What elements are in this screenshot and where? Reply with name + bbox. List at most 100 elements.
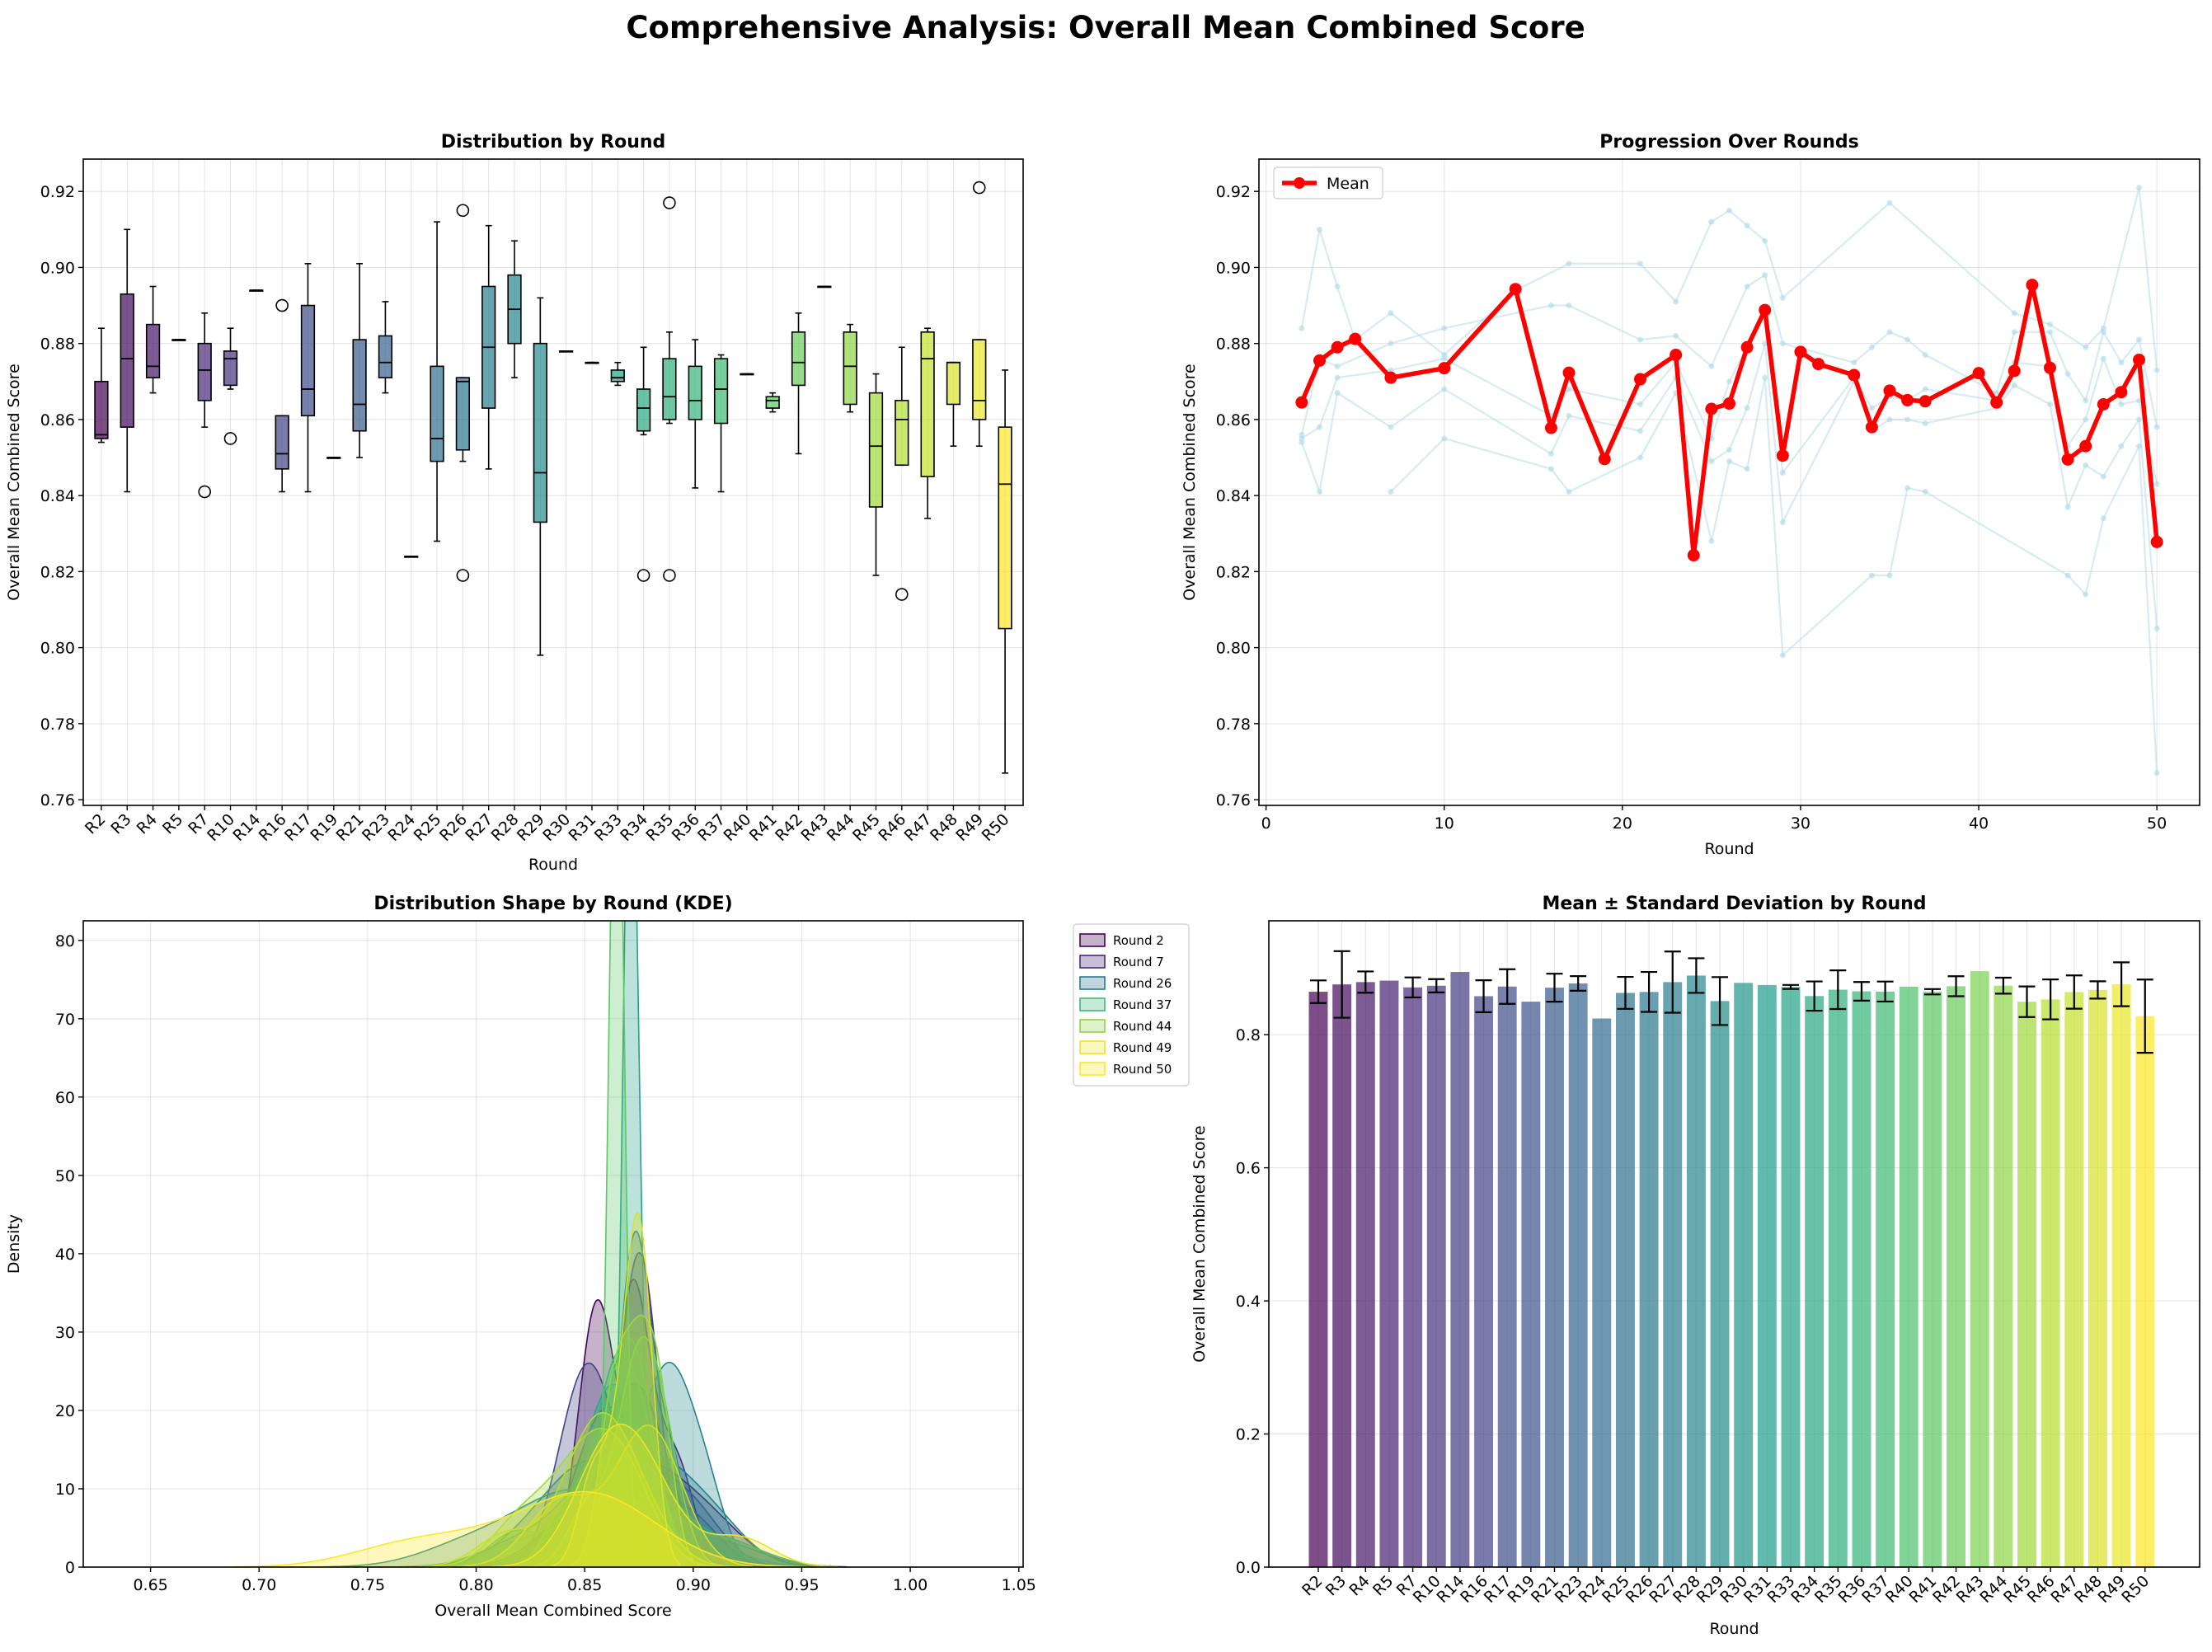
progression-trajectory-point xyxy=(2136,416,2143,423)
barchart-bar-R42 xyxy=(1947,975,1966,1567)
boxplot-outlier xyxy=(198,485,211,499)
progression-trajectory-point xyxy=(2100,329,2106,336)
boxplot-outlier xyxy=(275,298,289,312)
barchart-bar xyxy=(1734,983,1754,1567)
progression-trajectory-point xyxy=(1886,199,1893,206)
progression-mean-point xyxy=(1990,396,2003,409)
barchart-bar xyxy=(2041,999,2060,1567)
boxplot-box-R34 xyxy=(636,346,651,582)
boxplot-box-R25 xyxy=(430,221,444,542)
boxplot-panel: Distribution by Round 0.76 0.78 0.80 0.82 0.8… xyxy=(5,132,1024,874)
progression-mean-point xyxy=(1812,358,1825,371)
progression-trajectory-point xyxy=(1708,458,1715,465)
progression-trajectory-point xyxy=(2153,770,2160,777)
barchart-bar xyxy=(1497,986,1517,1567)
boxplot-outlier xyxy=(636,569,650,582)
progression-trajectory-point xyxy=(1904,416,1911,423)
progression-mean-point xyxy=(1901,393,1914,406)
barchart-bar xyxy=(1781,987,1801,1567)
barchart-xlabel: Round xyxy=(1709,1620,1759,1638)
kde-xtick-label: 0.90 xyxy=(676,1576,711,1594)
boxplot-box-body xyxy=(300,304,316,417)
progression-trajectory-point xyxy=(1726,207,1732,214)
progression-trajectory-point xyxy=(2083,416,2089,423)
barchart-bar-R34 xyxy=(1805,980,1825,1567)
boxplot-box-R17 xyxy=(300,263,316,493)
boxplot-ytick-label: 0.76 xyxy=(40,791,75,810)
barchart-bar-R46 xyxy=(2041,979,2060,1567)
progression-trajectory-point xyxy=(1762,340,1768,347)
progression-trajectory-line xyxy=(1301,306,2158,485)
barchart-bar-R21 xyxy=(1545,973,1564,1567)
progression-trajectory-point xyxy=(1566,303,1572,309)
progression-trajectory-point xyxy=(2118,401,2125,407)
boxplot-box-body xyxy=(197,342,212,401)
kde-ytick-label: 0 xyxy=(65,1559,75,1577)
progression-trajectory-point xyxy=(1744,283,1750,289)
progression-xtick-label: 40 xyxy=(1969,814,1989,833)
barchart-bar-R45 xyxy=(2017,985,2036,1567)
progression-mean-point xyxy=(1509,283,1522,296)
boxplot-xtick-label: R5 xyxy=(159,810,186,838)
boxplot-box-body xyxy=(662,358,677,420)
progression-trajectory-point xyxy=(1708,537,1715,544)
barchart-bar xyxy=(1876,991,1895,1567)
progression-mean-point xyxy=(2115,386,2128,399)
kde-xlabel: Overall Mean Combined Score xyxy=(434,1602,672,1620)
progression-mean-point xyxy=(1598,453,1611,466)
barchart-bar xyxy=(1805,996,1825,1567)
progression-legend-label: Mean xyxy=(1327,175,1369,193)
boxplot-box-R47 xyxy=(920,327,935,519)
progression-mean-point xyxy=(1349,332,1362,345)
kde-xtick-label: 0.75 xyxy=(350,1576,385,1594)
boxplot-box-body xyxy=(843,331,857,406)
kde-curve-R37 xyxy=(505,1337,703,1567)
progression-trajectory-point xyxy=(1779,294,1786,301)
kde-curve-R33 xyxy=(605,921,660,1567)
progression-trajectory-point xyxy=(1762,272,1768,279)
barchart-bar-R48 xyxy=(2088,980,2107,1567)
kde-ytick-label: 20 xyxy=(55,1402,75,1420)
barchart-bar xyxy=(2064,992,2084,1567)
progression-trajectory-point xyxy=(2153,367,2160,373)
boxplot-box-body xyxy=(895,400,909,467)
barchart-bar-R14 xyxy=(1450,972,1470,1567)
boxplot-outlier xyxy=(223,432,237,445)
boxplot-box-R49 xyxy=(972,181,987,447)
barchart-bar-R16 xyxy=(1474,979,1494,1567)
progression-trajectory-point xyxy=(2118,359,2125,366)
barchart-bar xyxy=(1923,992,1942,1567)
boxplot-box-body xyxy=(920,331,935,477)
progression-trajectory-point xyxy=(1922,420,1928,427)
progression-mean-point xyxy=(1776,449,1789,462)
progression-trajectory-point xyxy=(2083,591,2089,598)
progression-trajectory-point xyxy=(1388,340,1394,347)
progression-trajectory-point xyxy=(1726,378,1732,385)
kde-title: Distribution Shape by Round (KDE) xyxy=(373,894,732,914)
progression-mean-point xyxy=(1883,384,1896,397)
barchart-bar xyxy=(1899,986,1918,1567)
kde-legend-label: Round 50 xyxy=(1113,1062,1172,1077)
barchart-bar-R44 xyxy=(1994,976,2013,1567)
progression-trajectory-point xyxy=(1547,450,1554,457)
boxplot-box-R21 xyxy=(352,263,367,458)
progression-mean-point xyxy=(1865,420,1878,434)
progression-trajectory-point xyxy=(1708,363,1715,369)
progression-panel: Progression Over Rounds 0.76 0.78 0.80 0.82 0… xyxy=(1181,132,2200,858)
barchart-bar-R40 xyxy=(1899,986,1918,1567)
kde-ytick-label: 40 xyxy=(55,1246,75,1264)
kde-curve-R48 xyxy=(550,1212,680,1567)
progression-mean-point xyxy=(1972,367,1985,380)
progression-mean-point xyxy=(2097,397,2110,411)
progression-trajectory-point xyxy=(1441,435,1448,442)
progression-xtick-label: 50 xyxy=(2147,814,2167,833)
barchart-ytick-label: 0.4 xyxy=(1236,1293,1261,1311)
progression-trajectory-point xyxy=(1299,325,1305,331)
boxplot-box-body xyxy=(94,380,109,439)
barchart-bar xyxy=(1379,980,1399,1567)
progression-trajectory-point xyxy=(1744,405,1750,411)
kde-legend-swatch xyxy=(1079,1062,1106,1076)
kde-ytick-label: 60 xyxy=(55,1089,75,1107)
boxplot-box-R28 xyxy=(507,240,522,378)
boxplot-ytick-label: 0.82 xyxy=(40,563,75,581)
